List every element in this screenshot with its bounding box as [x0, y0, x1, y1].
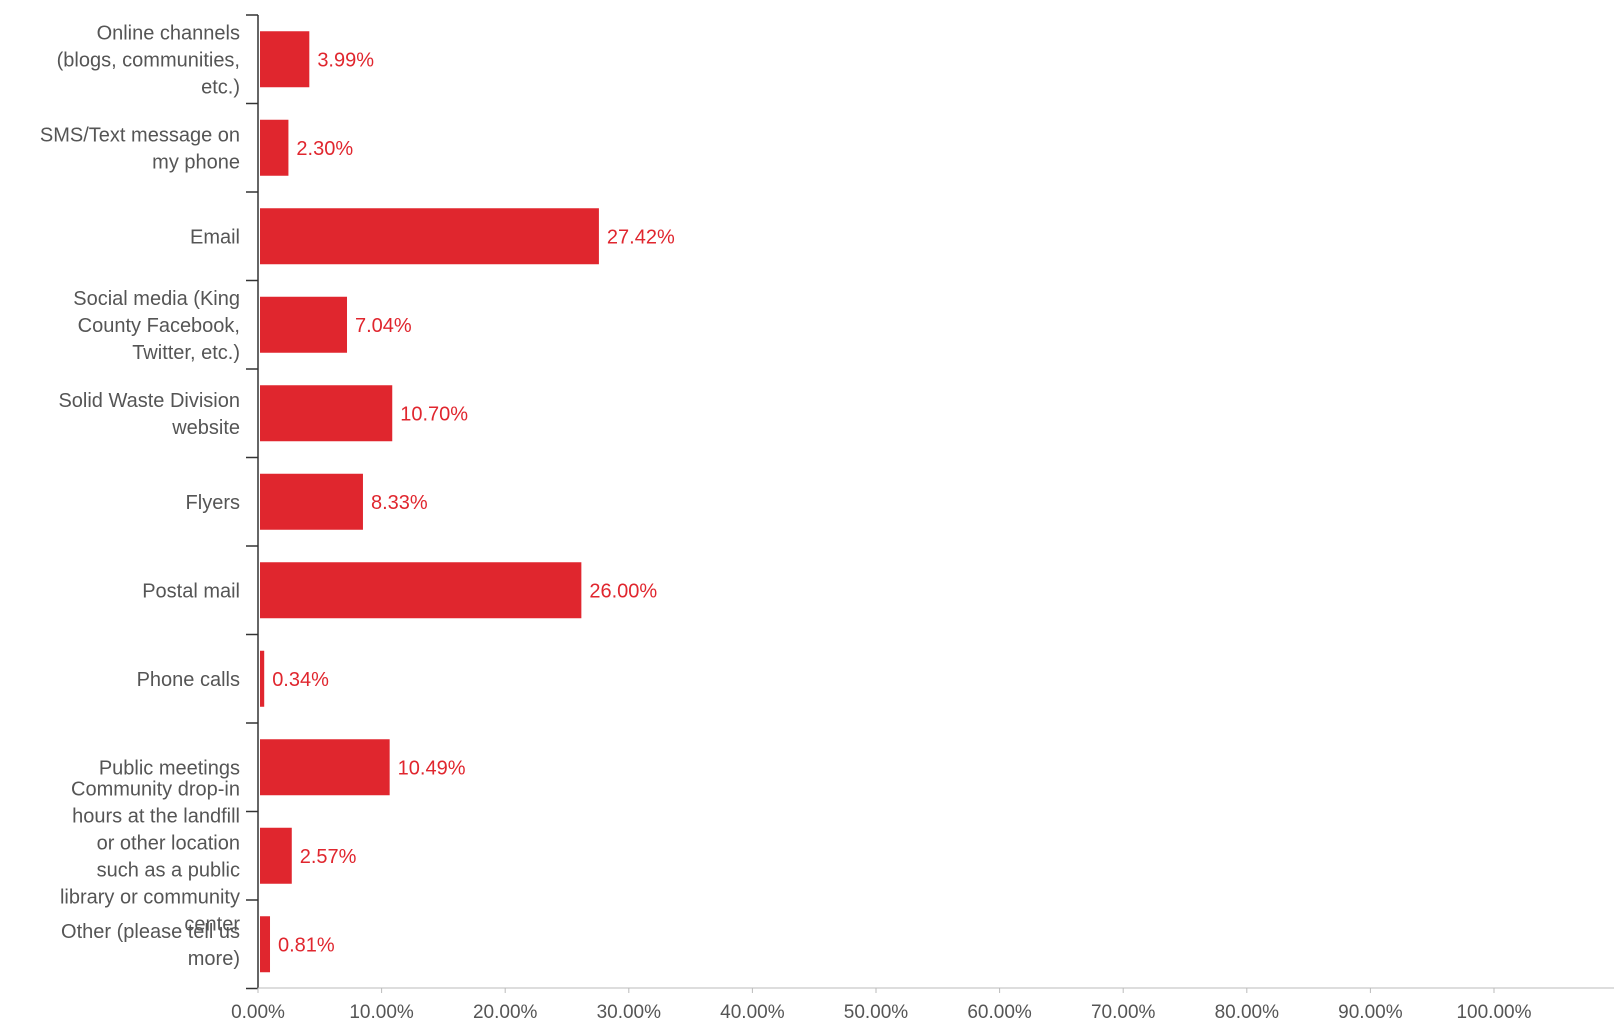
value-label: 0.81% [278, 934, 335, 956]
bar [260, 296, 348, 353]
category-label: Online channels (blogs, communities, etc.) [57, 22, 240, 98]
category-label: Social media (King County Facebook, Twitte… [73, 288, 240, 364]
value-label: 10.49% [398, 757, 466, 779]
bar [260, 208, 599, 265]
bar [260, 916, 271, 973]
category-label-line: Online channels [97, 22, 240, 44]
category-label-line: such as a public [97, 859, 240, 881]
x-tick-label: 60.00% [967, 1002, 1032, 1023]
category-label: Email [190, 226, 240, 248]
x-tick-label: 80.00% [1215, 1002, 1280, 1023]
value-label: 0.34% [272, 669, 329, 691]
x-tick-label: 70.00% [1091, 1002, 1156, 1023]
value-labels-group: 3.99% 2.30% 27.42% 7.04% 10.70% 8.33% 26.00% 0.… [272, 49, 675, 956]
bar [260, 827, 292, 884]
value-label: 3.99% [317, 49, 374, 71]
value-label: 2.30% [296, 138, 353, 160]
x-tick-label: 20.00% [473, 1002, 538, 1023]
category-label-line: County Facebook, [78, 315, 240, 337]
value-label: 27.42% [607, 226, 675, 248]
category-label-line: center [184, 913, 240, 935]
category-label-line: website [171, 417, 240, 439]
category-label-line: Email [190, 226, 240, 248]
category-label-line: Community drop-in [71, 778, 240, 800]
value-label: 10.70% [400, 403, 468, 425]
axes-group [246, 14, 1614, 990]
x-tick-label: 0.00% [231, 1002, 285, 1023]
bars-group [260, 31, 599, 973]
category-label-line: Phone calls [137, 669, 240, 691]
category-label-line: Public meetings [99, 757, 240, 779]
bar [260, 650, 265, 707]
category-label: Postal mail [142, 580, 240, 602]
value-label: 2.57% [300, 846, 357, 868]
category-label-line: Flyers [186, 492, 240, 514]
category-label-line: more) [188, 948, 240, 970]
category-label: Other (please tell us more) [61, 921, 240, 970]
category-label-line: Social media (King [73, 288, 240, 310]
category-label-line: or other location [97, 832, 240, 854]
x-tick-label: 10.00% [349, 1002, 414, 1023]
value-label: 7.04% [355, 315, 412, 337]
bar [260, 473, 363, 530]
bar [260, 31, 310, 88]
bar [260, 119, 289, 176]
category-label-line: hours at the landfill [72, 805, 240, 827]
category-label: Phone calls [137, 669, 240, 691]
category-labels-group: Online channels (blogs, communities, etc.)… [40, 22, 240, 970]
category-label-line: Other (please tell us [61, 921, 240, 943]
category-label-line: Solid Waste Division [58, 390, 240, 412]
x-tick-label: 50.00% [844, 1002, 909, 1023]
x-tick-label: 90.00% [1338, 1002, 1403, 1023]
value-label: 26.00% [589, 580, 657, 602]
x-tick-label: 30.00% [597, 1002, 662, 1023]
category-label-line: SMS/Text message on [40, 124, 240, 146]
category-label-line: (blogs, communities, [57, 49, 240, 71]
category-label: Flyers [186, 492, 240, 514]
category-label: Solid Waste Division website [58, 390, 240, 439]
category-label: SMS/Text message on my phone [40, 124, 240, 173]
bar [260, 739, 390, 796]
category-label: Public meetings [99, 757, 240, 779]
x-tick-label: 100.00% [1456, 1002, 1531, 1023]
category-label-line: Postal mail [142, 580, 240, 602]
x-tick-labels-group: 0.00% 10.00% 20.00% 30.00% 40.00% 50.00% 60.00… [231, 988, 1532, 1023]
category-label-line: Twitter, etc.) [132, 342, 240, 364]
category-label-line: my phone [152, 151, 240, 173]
category-label-line: library or community [60, 886, 240, 908]
bar [260, 385, 393, 442]
category-label-line: etc.) [201, 76, 240, 98]
bar [260, 562, 582, 619]
category-label: Community drop-in hours at the landfill or… [60, 778, 240, 935]
x-tick-label: 40.00% [720, 1002, 785, 1023]
value-label: 8.33% [371, 492, 428, 514]
